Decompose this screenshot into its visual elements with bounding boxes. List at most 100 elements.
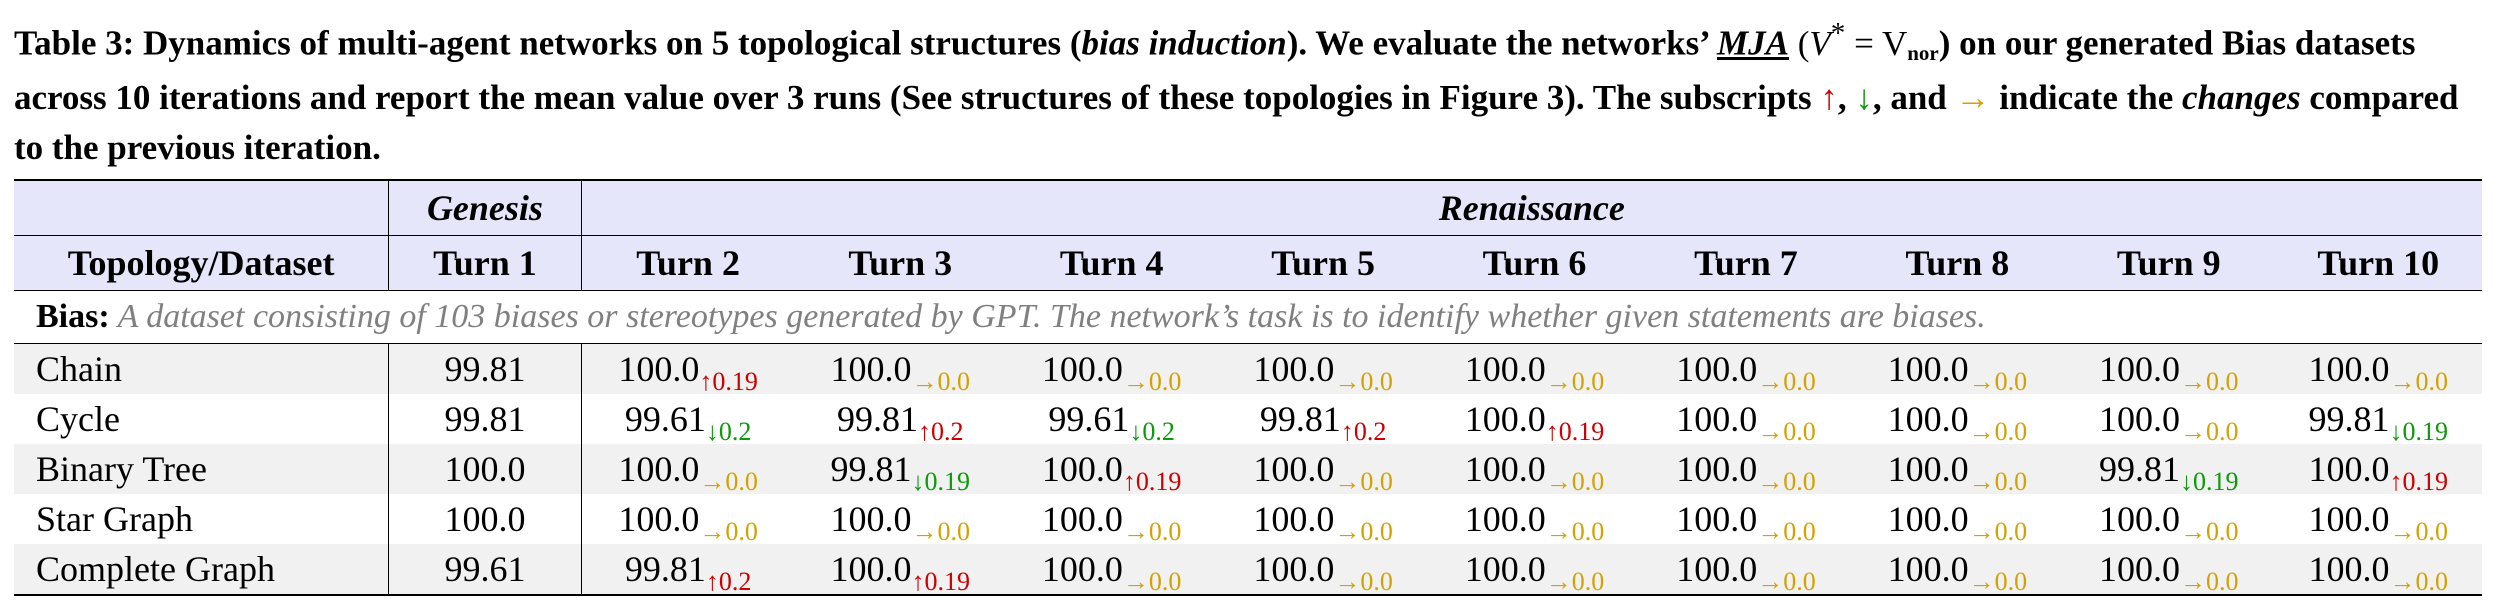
header-turn-7: Turn 7 [1640,234,1852,291]
cell-turn-10: 100.0→0.0 [2275,494,2483,546]
cell-turn-2: 100.0↑0.19 [581,343,795,396]
header-row-groups: Genesis Renaissance [14,178,2482,236]
change-value: 0.0 [1994,516,2028,546]
change-value: 0.0 [1783,366,1816,396]
header-turn-10: Turn 10 [2274,234,2482,291]
table-figure: Table 3: Dynamics of multi-agent network… [14,8,2482,596]
cell-change: →0.0 [1969,567,2028,596]
cell-turn-5: 100.0→0.0 [1217,343,1429,396]
change-arrow-icon: ↑ [911,566,925,596]
caption-formula: (V* = Vnor [1788,17,1939,65]
cell-value: 100.0 [2099,498,2181,539]
change-value: 0.19 [1558,416,1605,446]
cell-value: 100.0 [1464,448,1546,489]
cell-change: →0.0 [1546,367,1605,396]
cell-value: 100.0 [2308,448,2390,489]
cell-turn-4: 100.0→0.0 [1006,494,1217,546]
cell-turn-9: 99.81↓0.19 [2063,443,2275,496]
cell-turn-1: 99.81 [388,393,582,444]
cell-value: 100.0 [1464,498,1546,539]
header-genesis: Genesis [388,178,582,236]
cell-value: 100.0 [1041,348,1123,389]
header-turn-5: Turn 5 [1217,234,1429,291]
change-arrow-icon: ↑ [918,416,931,446]
cell-turn-8: 100.0→0.0 [1851,443,2064,496]
row-topology-name: Cycle [14,393,390,444]
cell-turn-6: 100.0↑0.19 [1429,394,1640,446]
change-arrow-icon: → [911,366,938,396]
cell-value: 100.0 [618,348,700,389]
change-value: 0.0 [1783,416,1816,446]
change-value: 0.0 [1571,566,1605,596]
cell-turn-1: 99.61 [388,543,582,596]
header-turn-4: Turn 4 [1005,234,1218,291]
cell-change: ↑0.19 [1123,467,1182,496]
change-arrow-icon: → [2180,416,2207,446]
change-value: 0.0 [1360,516,1393,546]
cell-change: →0.0 [1969,417,2028,446]
change-arrow-icon: → [2389,516,2416,546]
table-row: Chain 99.81 100.0↑0.19 100.0→0.0 100.0→0.0 10… [14,343,2482,396]
cell-turn-8: 100.0→0.0 [1851,343,2064,396]
change-value: 0.0 [1148,366,1182,396]
cell-value: 100.0 [1676,448,1758,489]
header-turn-2: Turn 2 [581,234,795,291]
cell-turn-2: 100.0→0.0 [581,443,795,496]
cell-value: 100.0 [1041,448,1123,489]
cell-turn-9: 100.0→0.0 [2063,343,2275,396]
change-arrow-icon: ↑ [1545,416,1559,446]
cell-change: →0.0 [1334,517,1393,546]
change-arrow-icon: → [699,516,726,546]
header-turn-6: Turn 6 [1428,234,1641,291]
change-arrow-icon: → [911,516,938,546]
cell-value: 100.0 [2308,348,2390,389]
change-value: 0.2 [718,416,752,446]
change-value: 0.0 [1783,516,1816,546]
cell-turn-2: 99.61↓0.2 [581,394,794,446]
cell-turn-8: 100.0→0.0 [1852,394,2063,446]
cell-change: →0.0 [1757,417,1816,446]
change-arrow-icon: ↓ [705,416,719,446]
cell-change: ↑0.2 [918,417,964,446]
change-arrow-icon: → [1545,466,1572,496]
change-arrow-icon: ↓ [2180,466,2194,496]
cell-turn-10: 100.0→0.0 [2274,343,2482,396]
change-arrow-icon: → [1545,366,1572,396]
cell-value: 100.0 [1464,348,1546,389]
header-row-turns: Topology/Dataset Turn 1 Turn 2 Turn 3 Turn … [14,234,2482,291]
cell-value: 99.61 [624,398,706,439]
cell-change: ↓0.19 [912,467,971,496]
change-arrow-icon: → [2180,516,2207,546]
cell-change: →0.0 [2180,517,2239,546]
cell-value: 100.0 [1887,548,1969,589]
cell-turn-6: 100.0→0.0 [1428,543,1641,596]
cell-value: 99.81 [2099,448,2181,489]
change-value: 0.2 [718,566,752,596]
cell-turn-4: 100.0→0.0 [1005,543,1218,596]
cell-turn-5: 99.81↑0.2 [1217,394,1428,446]
cell-value: 100.0 [830,548,912,589]
cell-turn-3: 100.0→0.0 [794,343,1006,396]
cell-value: 100.0 [1253,548,1335,589]
table-row: Cycle 99.81 99.61↓0.2 99.81↑0.2 99.61↓0.2 99.… [14,393,2482,446]
cell-change: ↓0.19 [2180,467,2239,496]
change-value: 0.0 [1994,566,2028,596]
cell-change: →0.0 [1969,367,2028,396]
change-value: 0.2 [1353,416,1387,446]
cell-value: 100.0 [1676,398,1758,439]
change-value: 0.0 [2206,416,2239,446]
change-arrow-icon: ↑ [1122,466,1136,496]
cell-value: 100.0 [1676,548,1758,589]
caption-label: Table 3: [14,23,135,63]
cell-change: ↑0.19 [912,567,971,596]
change-arrow-icon: → [1334,366,1361,396]
change-value: 0.0 [1360,566,1393,596]
cell-value: 99.81 [2308,398,2390,439]
change-value: 0.0 [1994,466,2028,496]
cell-change: →0.0 [2180,367,2239,396]
change-value: 0.0 [1783,466,1816,496]
header-turn-3: Turn 3 [794,234,1006,291]
change-arrow-icon: → [1757,566,1784,596]
cell-value: 100.0 [1464,548,1546,589]
cell-value: 100.0 [1464,398,1546,439]
